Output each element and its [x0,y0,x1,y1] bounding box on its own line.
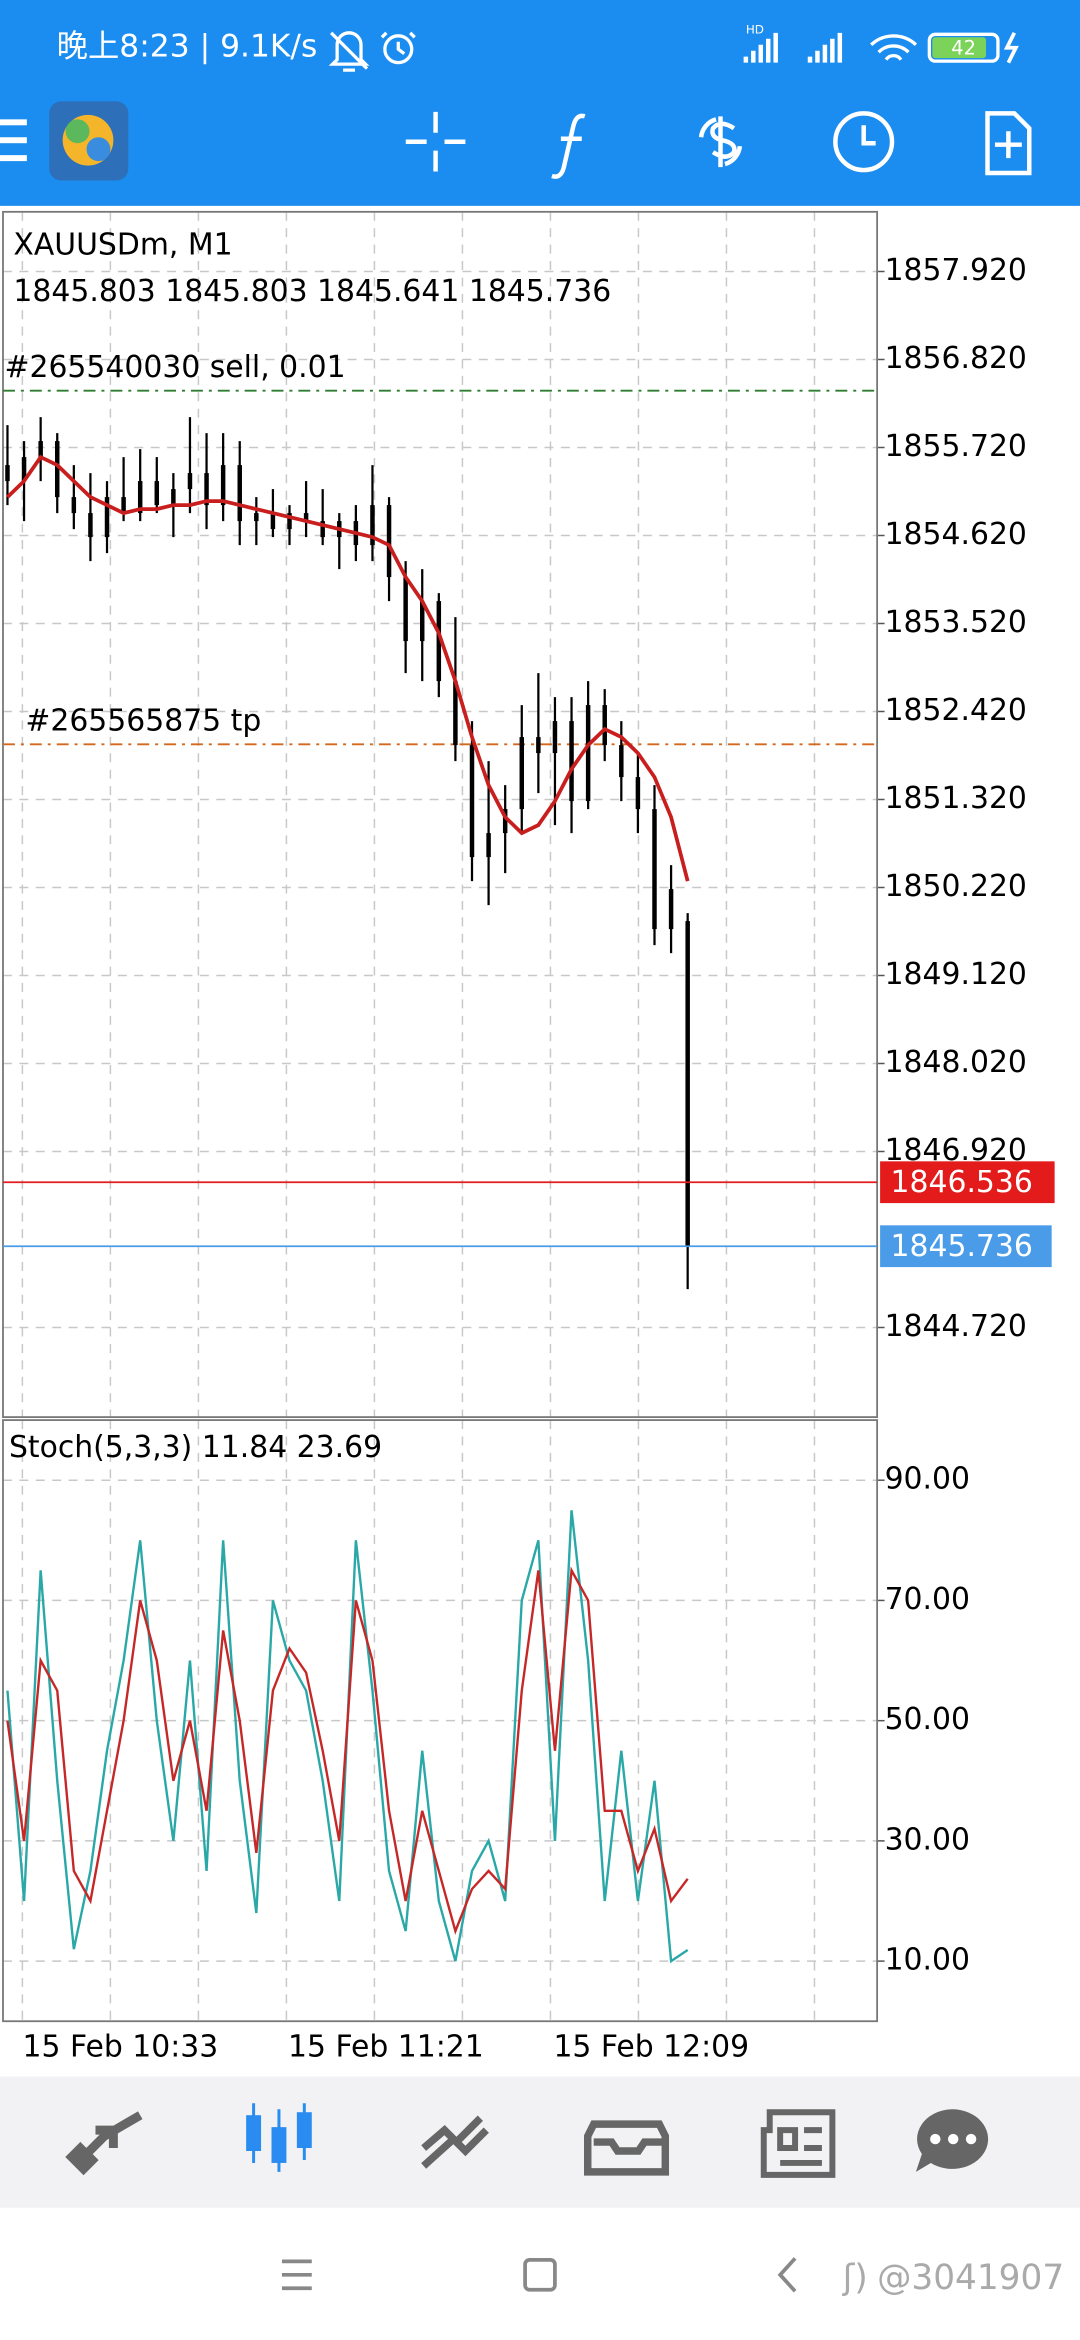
y-tick-label: 1856.820 [885,341,1027,376]
candle-body [303,513,309,522]
candle-body [386,505,392,578]
y-tick-label: 1857.920 [885,253,1027,288]
y-tick-label: 30.00 [885,1822,970,1857]
candle-body [21,457,27,482]
candle-body [5,465,10,482]
candle-body [171,489,176,506]
menu-button[interactable] [0,119,27,162]
bid-label: 1845.736 [891,1229,1033,1264]
toolbar-icons[interactable] [405,111,1032,179]
bottom-nav [0,2076,1080,2208]
candle-body [220,465,226,506]
candle-body [237,465,242,522]
candle-body [71,497,77,514]
candle-body [419,601,425,642]
candle-body [38,441,43,458]
candle-body [187,473,193,490]
app-logo[interactable] [49,101,129,181]
candle-body [104,497,110,538]
status-icons [328,31,1019,72]
chart-area: 1857.920 1856.820 1855.720 1854.620 1853.520… [2,210,1055,2065]
candle-body [137,481,143,514]
y-tick-label: 1849.120 [885,957,1027,992]
candle-body [536,737,541,754]
candle-body [585,705,591,802]
battery-fill [932,37,987,59]
order-label: #265540030 sell, 0.01 [4,350,345,385]
y-tick-label: 1855.720 [885,429,1027,464]
x-tick-label: 15 Feb 10:33 [23,2030,219,2065]
status-text: 晚上8:23 | 9.1K/s [57,29,318,65]
watermark-icon: ʃ) [842,2258,868,2298]
y-tick-label: 1850.220 [885,869,1027,904]
watermark: @3041907 [877,2258,1064,2298]
y-tick-label: 70.00 [885,1582,970,1617]
y-tick-label: 50.00 [885,1702,970,1737]
bid-box [880,1225,1052,1268]
battery-level: 42 [951,37,976,60]
ask-label: 1846.536 [891,1165,1033,1200]
candle-body [469,745,475,858]
candle-body [502,809,508,834]
candle-body [635,777,641,810]
stoch-line [6,1566,689,1935]
candle-body [619,745,624,778]
y-tick-label: 1848.020 [885,1045,1027,1080]
candle-body [519,737,525,810]
candle-body [88,513,93,538]
ask-box [880,1161,1055,1204]
candle-body [486,833,491,858]
system-nav[interactable] [281,2257,797,2293]
candle-body [204,473,209,506]
candle-body [569,721,574,802]
candle-body [370,505,375,546]
candle-body [55,441,60,498]
x-tick-label: 15 Feb 12:09 [553,2030,749,2065]
candle-body [652,809,657,930]
x-tick-label: 15 Feb 11:21 [288,2030,484,2065]
candle-body [287,513,292,530]
ohlc: 1845.803 1845.803 1845.641 1845.736 [13,274,611,309]
candle-body [320,521,325,538]
nav-icons[interactable] [65,2103,989,2178]
y-tick-label: 90.00 [885,1462,970,1497]
candle-body [436,601,442,682]
app-bar [0,0,1080,206]
pane-frame [2,1419,879,2023]
order-label: #265565875 tp [25,703,261,738]
y-tick-label: 1851.320 [885,781,1027,816]
pane-frame [2,210,879,1418]
candle-body [668,889,674,930]
candle-body [154,481,160,506]
candle-body [403,577,408,642]
y-tick-label: 1853.520 [885,605,1027,640]
candle-body [685,921,690,1247]
stoch-title: Stoch(5,3,3) 11.84 23.69 [9,1430,382,1465]
hd-icon: HD [746,22,764,36]
moving-average [6,454,690,882]
candle-body [254,513,259,522]
y-tick-label: 1854.620 [885,517,1027,552]
y-tick-label: 1852.420 [885,693,1027,728]
y-tick-label: 10.00 [885,1943,970,1978]
candle-body [552,721,558,754]
candle-body [121,497,126,514]
candle-body [602,705,607,746]
symbol: XAUUSDm, M1 [13,228,232,263]
candle-body [270,513,276,530]
candle-body [453,681,458,746]
y-tick-label: 1844.720 [885,1309,1027,1344]
